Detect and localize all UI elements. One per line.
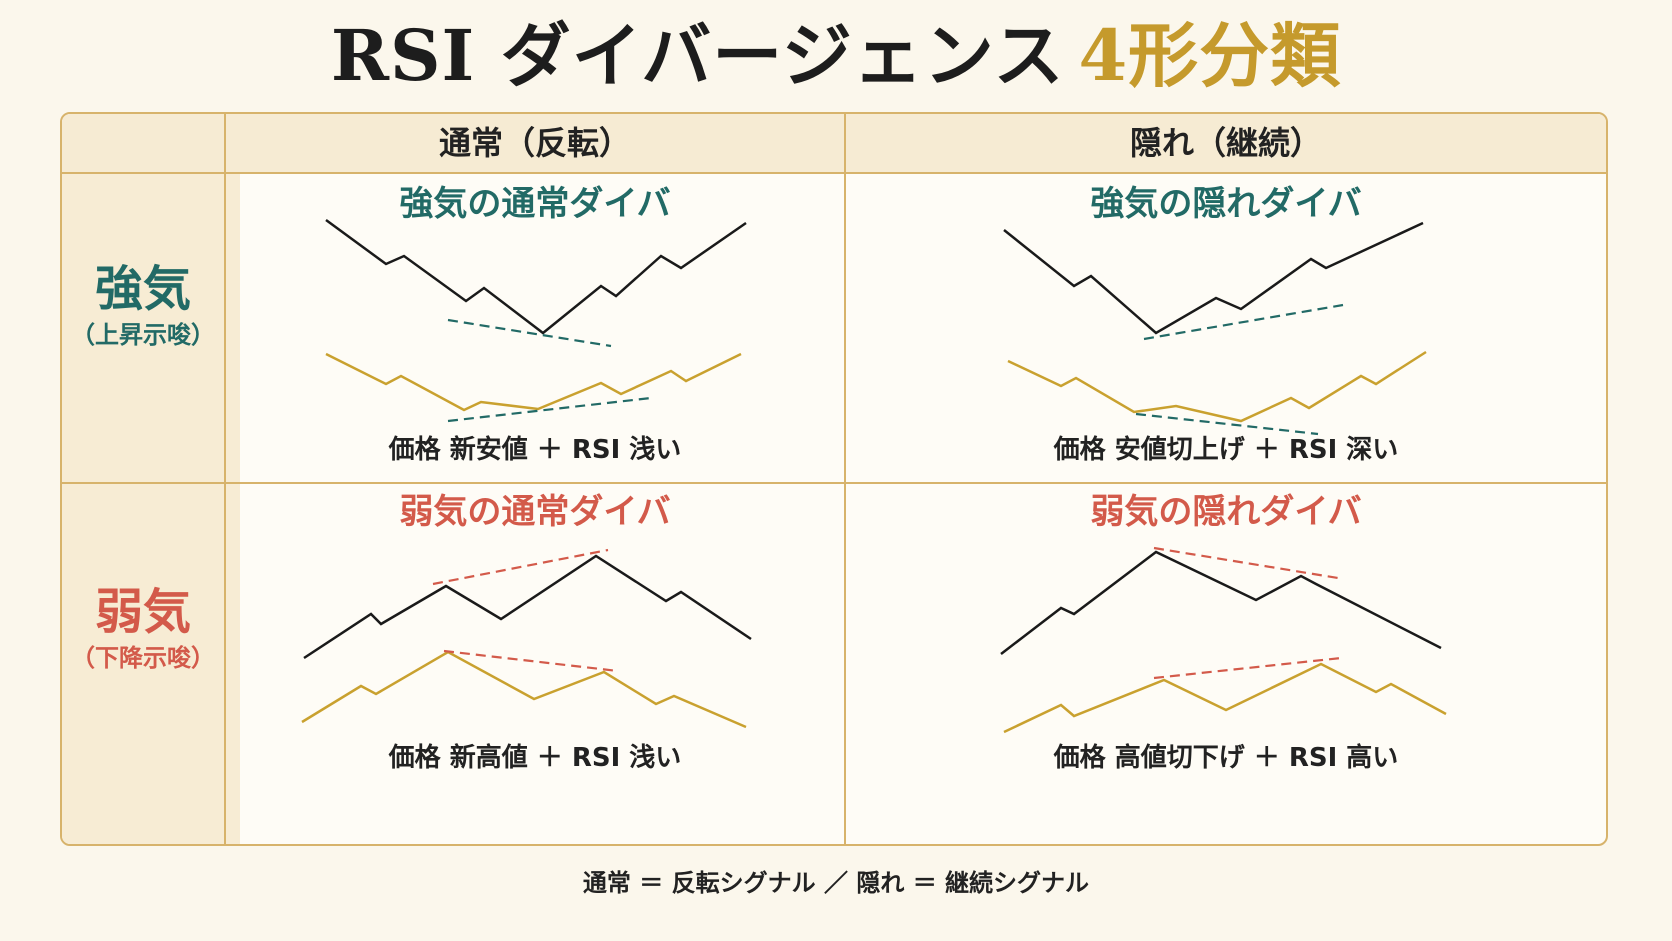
row-label-bullish-sub: （上昇示唆）: [71, 321, 215, 349]
cell-caption: 価格 安値切上げ ＋ RSI 深い: [1053, 435, 1399, 465]
bullish-normal-diagram: [325, 218, 747, 423]
rsi-trendline: [447, 396, 652, 423]
price-line: [1003, 221, 1424, 335]
cell-bullish-normal: 強気の通常ダイバ 価格 新安値 ＋ RSI 浅い: [226, 176, 844, 482]
row-label-column: [62, 174, 240, 844]
divider: [62, 482, 1606, 484]
row-label-bearish-title: 弱気: [94, 584, 191, 640]
title-main: RSI ダイバージェンス: [330, 14, 1065, 97]
cell-title: 強気の隠れダイバ: [1090, 184, 1362, 224]
cell-caption: 価格 新高値 ＋ RSI 浅い: [388, 743, 682, 773]
title-highlight: 4形分類: [1078, 14, 1342, 97]
rsi-line: [301, 650, 747, 729]
divergence-table: 通常（反転） 隠れ（継続） 強気 （上昇示唆） 弱気 （下降示唆） 強気の通常ダ…: [60, 112, 1608, 846]
rsi-line: [1007, 350, 1427, 423]
cell-caption: 価格 高値切下げ ＋ RSI 高い: [1053, 743, 1399, 773]
price-line: [303, 554, 752, 660]
column-header-hidden: 隠れ（継続）: [1129, 124, 1322, 162]
row-label-bearish-sub: （下降示唆）: [71, 644, 215, 672]
price-trendline: [1143, 303, 1344, 341]
cell-title: 弱気の通常ダイバ: [399, 492, 671, 532]
price-trendline: [447, 318, 612, 348]
bearish-normal-diagram: [301, 548, 752, 729]
header-row: [62, 114, 1606, 174]
cell-title: 弱気の隠れダイバ: [1090, 492, 1362, 532]
cell-bearish-normal: 弱気の通常ダイバ 価格 新高値 ＋ RSI 浅い: [226, 484, 844, 844]
price-line: [1000, 550, 1442, 655]
cell-bullish-hidden: 強気の隠れダイバ 価格 安値切上げ ＋ RSI 深い: [846, 176, 1606, 482]
column-header-normal: 通常（反転）: [438, 124, 631, 162]
row-label-bearish: 弱気 （下降示唆）: [62, 582, 224, 674]
cell-title: 強気の通常ダイバ: [399, 184, 671, 224]
rsi-trendline: [1135, 412, 1319, 436]
divider: [224, 114, 226, 844]
rsi-trendline: [443, 649, 619, 673]
divider: [844, 114, 846, 844]
price-line: [325, 218, 747, 335]
rsi-line: [1003, 662, 1447, 734]
row-label-bullish: 強気 （上昇示唆）: [62, 259, 224, 351]
row-label-bullish-title: 強気: [94, 261, 191, 317]
footer-note: 通常 ＝ 反転シグナル ／ 隠れ ＝ 継続シグナル: [582, 869, 1090, 897]
rsi-line: [325, 352, 742, 412]
cell-caption: 価格 新安値 ＋ RSI 浅い: [388, 435, 682, 465]
price-trendline: [432, 548, 609, 586]
cell-bearish-hidden: 弱気の隠れダイバ 価格 高値切下げ ＋ RSI 高い: [846, 484, 1606, 844]
bullish-hidden-diagram: [1003, 221, 1427, 436]
page-title: RSI ダイバージェンス 4形分類: [0, 6, 1672, 106]
bearish-hidden-diagram: [1000, 546, 1447, 734]
